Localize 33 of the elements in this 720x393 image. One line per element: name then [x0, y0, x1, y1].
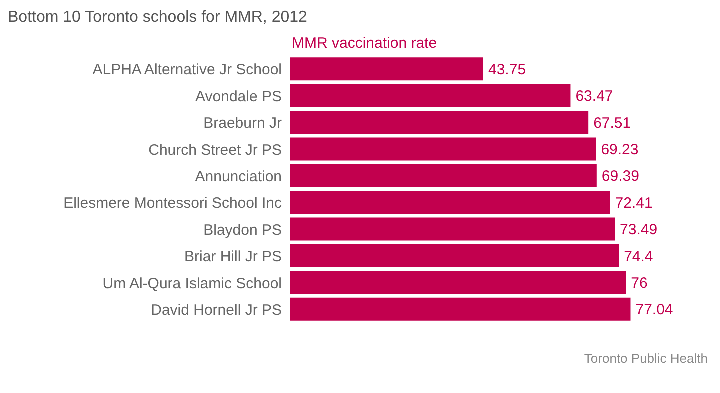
y-tick-label: Church Street Jr PS	[148, 142, 282, 159]
y-tick-label: Braeburn Jr	[204, 115, 282, 132]
y-tick-label: Annunciation	[195, 168, 282, 186]
bar	[290, 84, 571, 108]
data-label: 72.41	[615, 194, 653, 212]
data-label: 77.04	[636, 302, 674, 319]
y-tick-label: ALPHA Alternative Jr School	[92, 62, 282, 79]
bar	[290, 191, 610, 214]
bar	[290, 58, 484, 81]
data-label: 69.39	[602, 168, 640, 186]
data-label: 73.49	[620, 222, 658, 239]
data-label: 67.51	[594, 114, 632, 132]
data-label: 69.23	[601, 142, 639, 159]
y-tick-label: Blaydon PS	[204, 222, 282, 239]
y-tick-label: Ellesmere Montessori School Inc	[64, 195, 282, 212]
bar	[290, 138, 596, 161]
bar	[290, 298, 631, 321]
text: Bottom 10 Toronto schools for MMR, 2012	[8, 9, 308, 27]
text: Toronto Public Health	[584, 351, 708, 366]
y-tick-label: Avondale PS	[196, 88, 282, 106]
data-label: 63.47	[576, 88, 614, 106]
series-label: MMR vaccination rate	[292, 35, 438, 52]
bar	[290, 271, 626, 294]
data-label: 76	[631, 275, 648, 292]
y-tick-label: David Hornell Jr PS	[151, 302, 282, 319]
y-tick-label: Briar Hill Jr PS	[184, 248, 282, 266]
data-label: 74.4	[624, 248, 654, 266]
y-tick-label: Um Al-Qura Islamic School	[102, 275, 282, 292]
bar	[290, 218, 616, 241]
bar	[290, 244, 620, 268]
data-label: 43.75	[488, 61, 526, 78]
bar	[290, 164, 597, 188]
bar	[290, 111, 589, 134]
